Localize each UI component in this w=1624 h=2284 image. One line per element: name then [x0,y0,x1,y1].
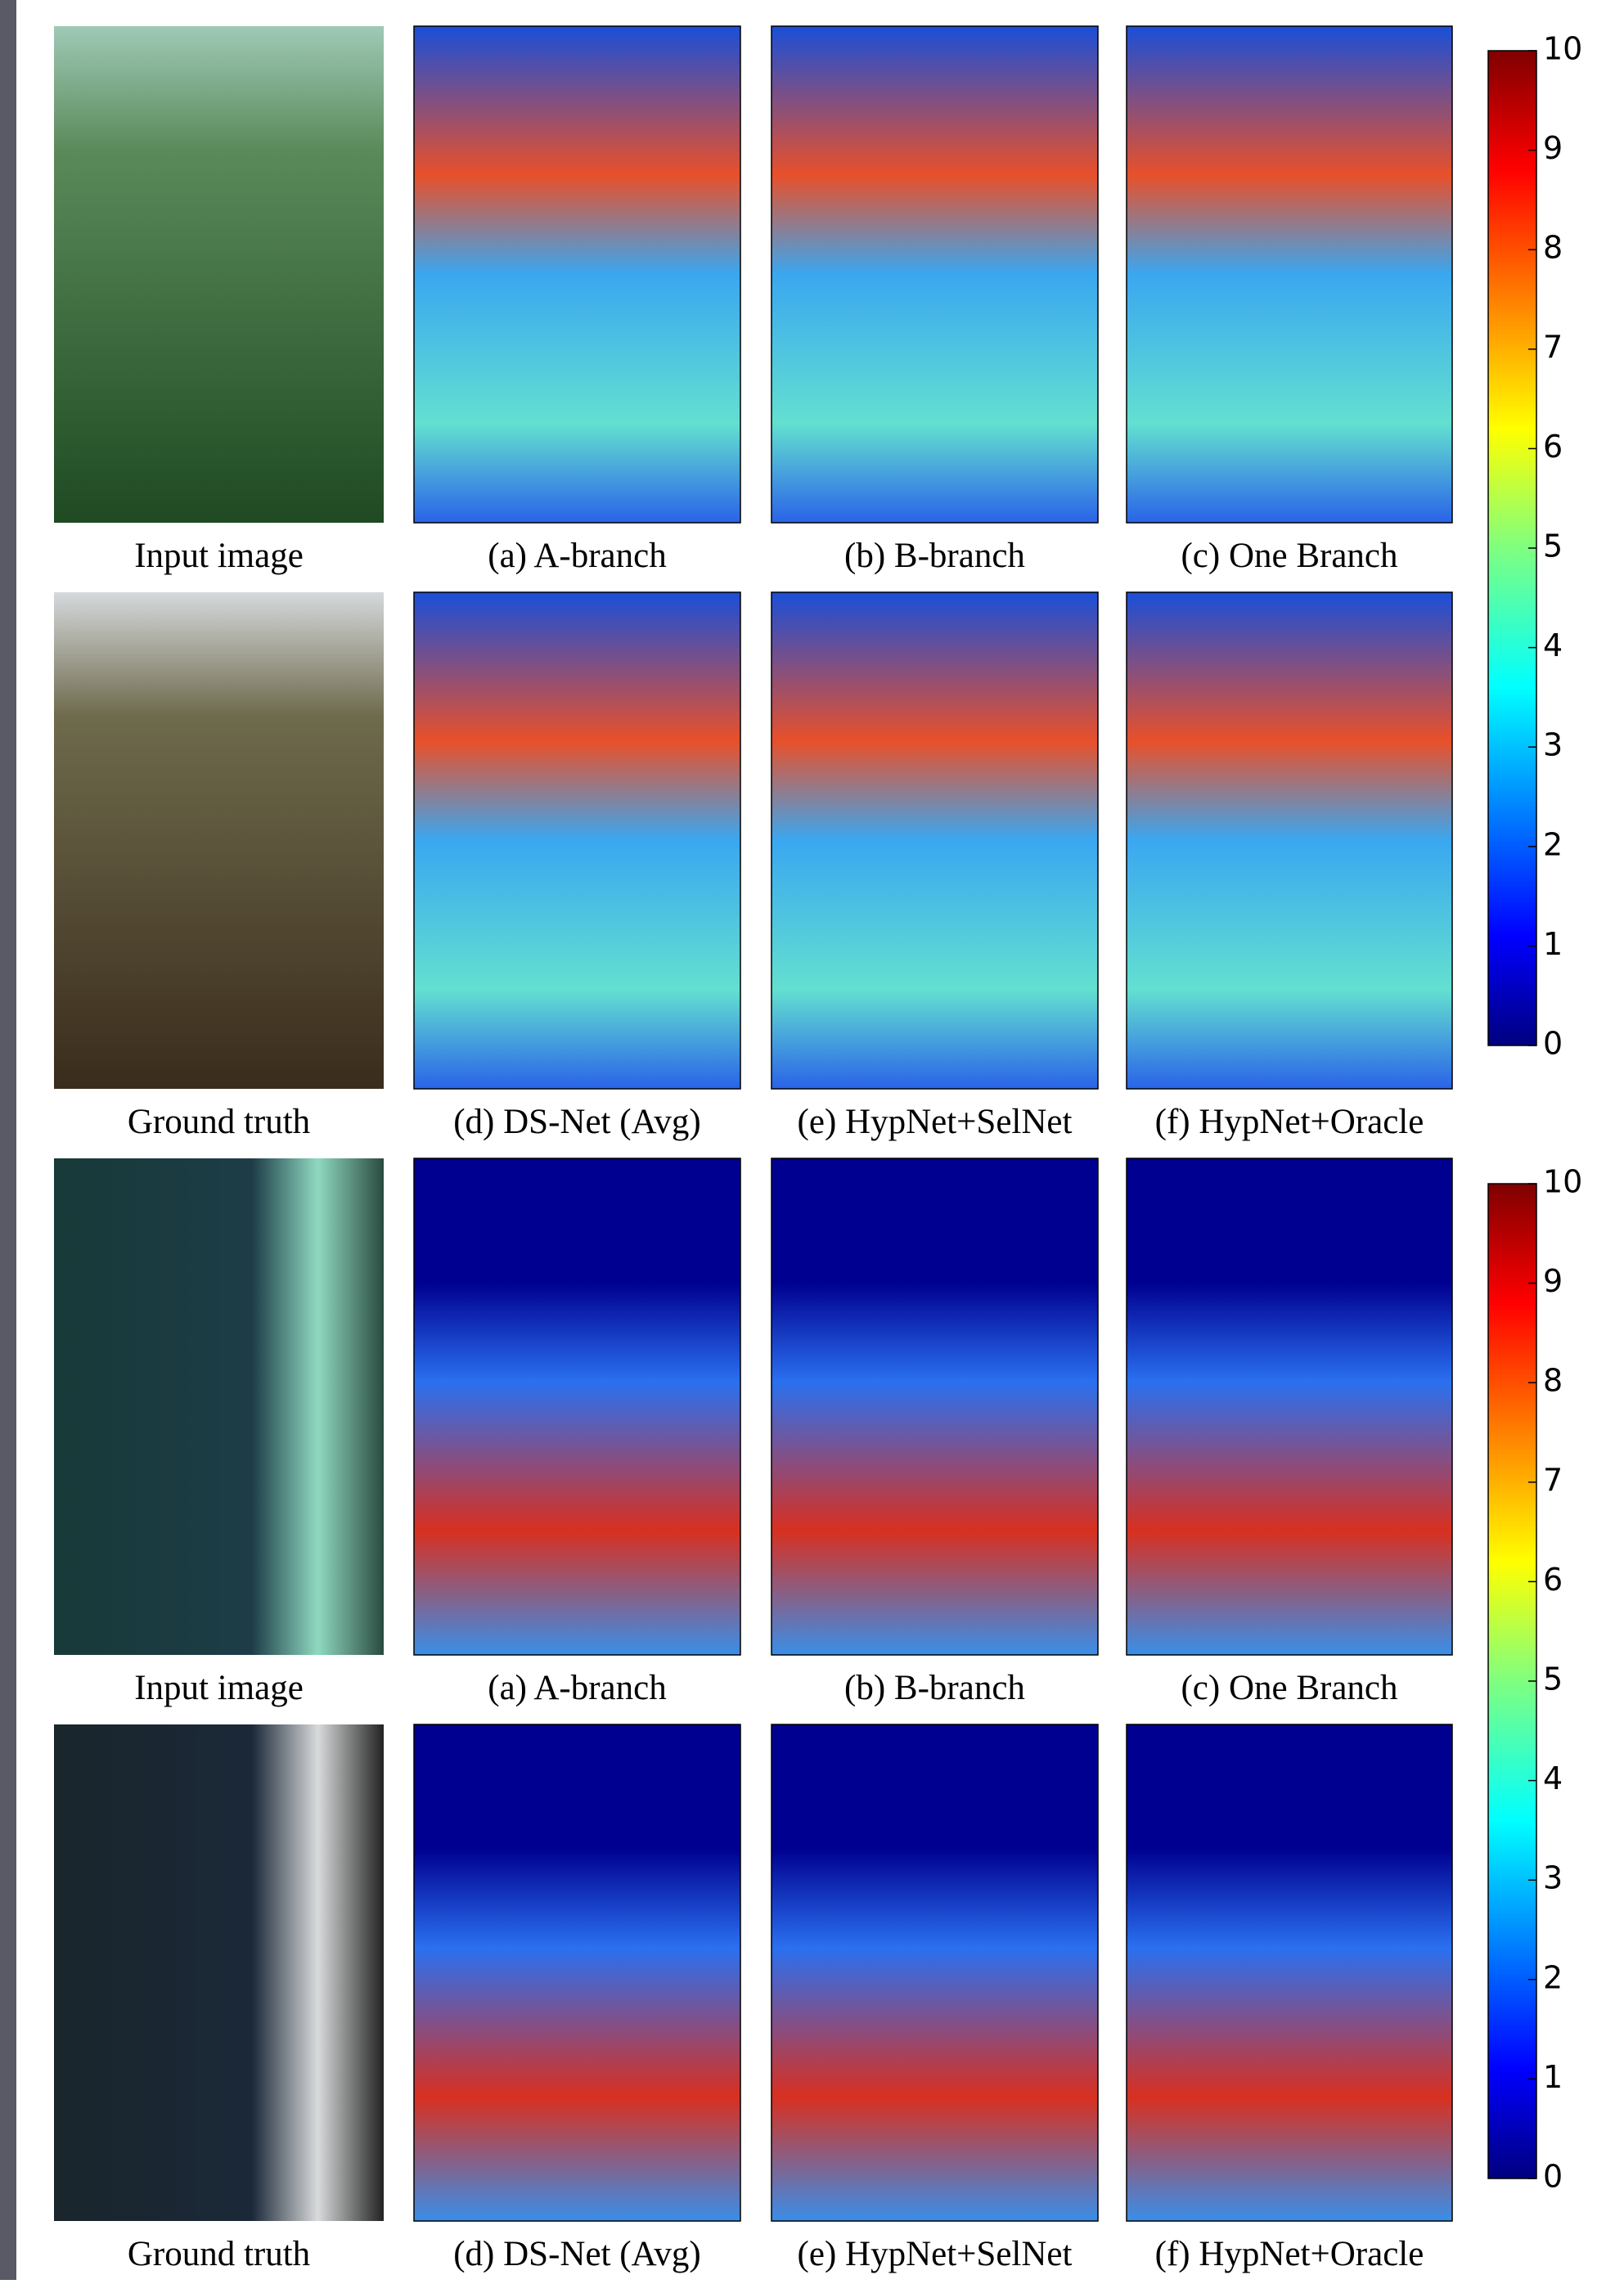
colorbar-tick-label: 1 [1543,926,1563,962]
colorbar-tick-label: 10 [1543,1164,1582,1200]
colorbar-tick-label: 7 [1543,329,1563,365]
colorbar-tick-label: 3 [1543,1860,1563,1896]
colorbar-tick-label: 5 [1543,1661,1563,1697]
caption: (d) DS-Net (Avg) [453,1103,701,1141]
heatmap [414,1724,740,2221]
colorbar-tick-label: 4 [1543,627,1563,663]
side-strip [0,0,16,2280]
heatmap [1127,1158,1452,1655]
colorbar-tick-label: 4 [1543,1760,1563,1796]
caption: (a) A-branch [488,537,666,575]
caption: (b) B-branch [844,537,1025,575]
caption: Ground truth [128,1103,310,1141]
colorbar-tick-label: 2 [1543,826,1563,862]
heatmap [414,592,740,1089]
colorbar-tick-label: 7 [1543,1462,1563,1498]
caption: Input image [134,1669,304,1707]
caption: (d) DS-Net (Avg) [453,2235,701,2273]
colorbar-tick-label: 9 [1543,1263,1563,1299]
heatmap [772,1158,1098,1655]
colorbar-tick-label: 10 [1543,31,1582,67]
heatmap [414,1158,740,1655]
heatmap [1127,592,1452,1089]
caption: (e) HypNet+SelNet [798,1103,1073,1141]
colorbar-tick-label: 0 [1543,2159,1563,2195]
heatmap [772,592,1098,1089]
caption: Ground truth [128,2235,310,2273]
colorbar-tick-label: 8 [1543,230,1563,266]
colorbar-tick-label: 8 [1543,1363,1563,1399]
colorbar-tick-label: 0 [1543,1026,1563,1062]
photo [54,26,384,523]
colorbar-tick-label: 2 [1543,1959,1563,1995]
heatmap [772,26,1098,523]
photo [54,1724,384,2221]
figure: Input image (a) A-branch (b) B-branch (c) O… [0,0,1624,2280]
caption: (a) A-branch [488,1669,666,1707]
heatmap [772,1724,1098,2221]
heatmap [1127,26,1452,523]
caption: Input image [134,537,304,575]
colorbar-tick-label: 5 [1543,528,1563,564]
colorbar-tick-label: 6 [1543,429,1563,465]
caption: (b) B-branch [844,1669,1025,1707]
colorbar-tick-label: 1 [1543,2059,1563,2095]
caption: (f) HypNet+Oracle [1155,2235,1424,2273]
heatmap [1127,1724,1452,2221]
caption: (c) One Branch [1181,1669,1397,1707]
photo [54,1158,384,1655]
heatmap [414,26,740,523]
caption: (f) HypNet+Oracle [1155,1103,1424,1141]
colorbar-tick-label: 3 [1543,727,1563,763]
colorbar-tick-label: 6 [1543,1562,1563,1598]
colorbar-tick-label: 9 [1543,130,1563,166]
caption: (e) HypNet+SelNet [798,2235,1073,2273]
photo [54,592,384,1089]
caption: (c) One Branch [1181,537,1397,575]
